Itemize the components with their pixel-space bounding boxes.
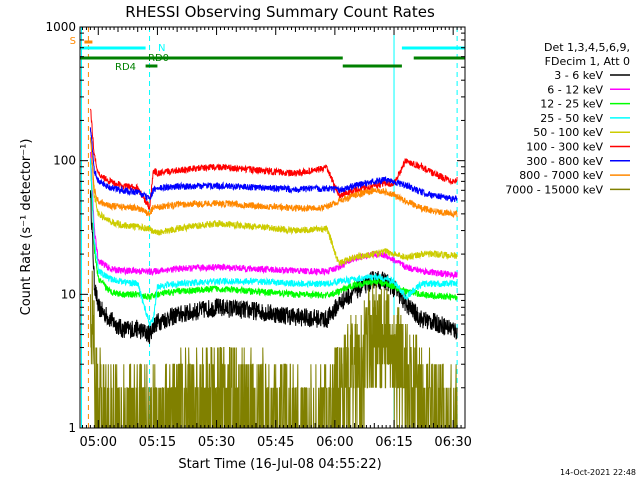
legend-label-5: 100 - 300 keV (526, 141, 603, 154)
x-tick-label-6: 06:30 (434, 435, 471, 450)
legend-label-0: 3 - 6 keV (554, 69, 603, 82)
series-line-4 (89, 137, 458, 267)
y-axis-label: Count Rate (s⁻¹ detector⁻¹) (19, 139, 34, 316)
x-tick-label-5: 06:15 (375, 435, 412, 450)
legend-label-2: 12 - 25 keV (540, 98, 603, 111)
x-tick-label-0: 05:00 (80, 435, 117, 450)
annotation-rd4: RD4 (115, 62, 136, 73)
x-tick-label-3: 05:45 (257, 435, 294, 450)
annotation-rd0: RD0 (148, 53, 169, 64)
x-tick-label-2: 05:30 (198, 435, 235, 450)
series-line-5 (89, 108, 458, 211)
series-line-7 (89, 137, 458, 219)
legend-header-1: FDecim 1, Att 0 (545, 55, 630, 68)
x-tick-label-4: 06:00 (316, 435, 353, 450)
x-axis-label: Start Time (16-Jul-08 04:55:22) (178, 457, 381, 472)
legend-label-1: 6 - 12 keV (547, 83, 603, 96)
series-lines (89, 108, 458, 429)
series-line-3 (89, 158, 458, 326)
series-line-6 (89, 127, 458, 204)
timestamp: 14-Oct-2021 22:48 (560, 468, 636, 477)
legend-label-3: 25 - 50 keV (540, 112, 603, 125)
y-tick-label-3: 1000 (45, 20, 76, 34)
legend-label-4: 50 - 100 keV (533, 126, 603, 139)
legend-header-0: Det 1,3,4,5,6,9, (544, 41, 630, 54)
annotation-s: S (70, 36, 76, 47)
series-line-2 (89, 159, 458, 301)
y-axis: 1 10 100 1000 (45, 20, 465, 435)
annotation-n: N (158, 43, 165, 54)
plot-frame (79, 26, 466, 429)
legend-label-7: 800 - 7000 keV (519, 169, 603, 182)
legend-label-6: 300 - 800 keV (526, 155, 603, 168)
y-tick-label-1: 10 (61, 287, 76, 301)
legend: Det 1,3,4,5,6,9,FDecim 1, Att 03 - 6 keV… (505, 41, 630, 196)
y-tick-label-2: 100 (53, 154, 76, 168)
x-tick-label-1: 05:15 (139, 435, 176, 450)
chart-title: RHESSI Observing Summary Count Rates (125, 3, 435, 21)
legend-label-8: 7000 - 15000 keV (505, 183, 603, 196)
x-axis: 05:00 05:15 05:30 05:45 06:00 06:15 06:30 (80, 27, 472, 450)
series-line-1 (89, 151, 458, 280)
series-line-0 (89, 190, 458, 344)
y-tick-label-0: 1 (68, 421, 76, 435)
